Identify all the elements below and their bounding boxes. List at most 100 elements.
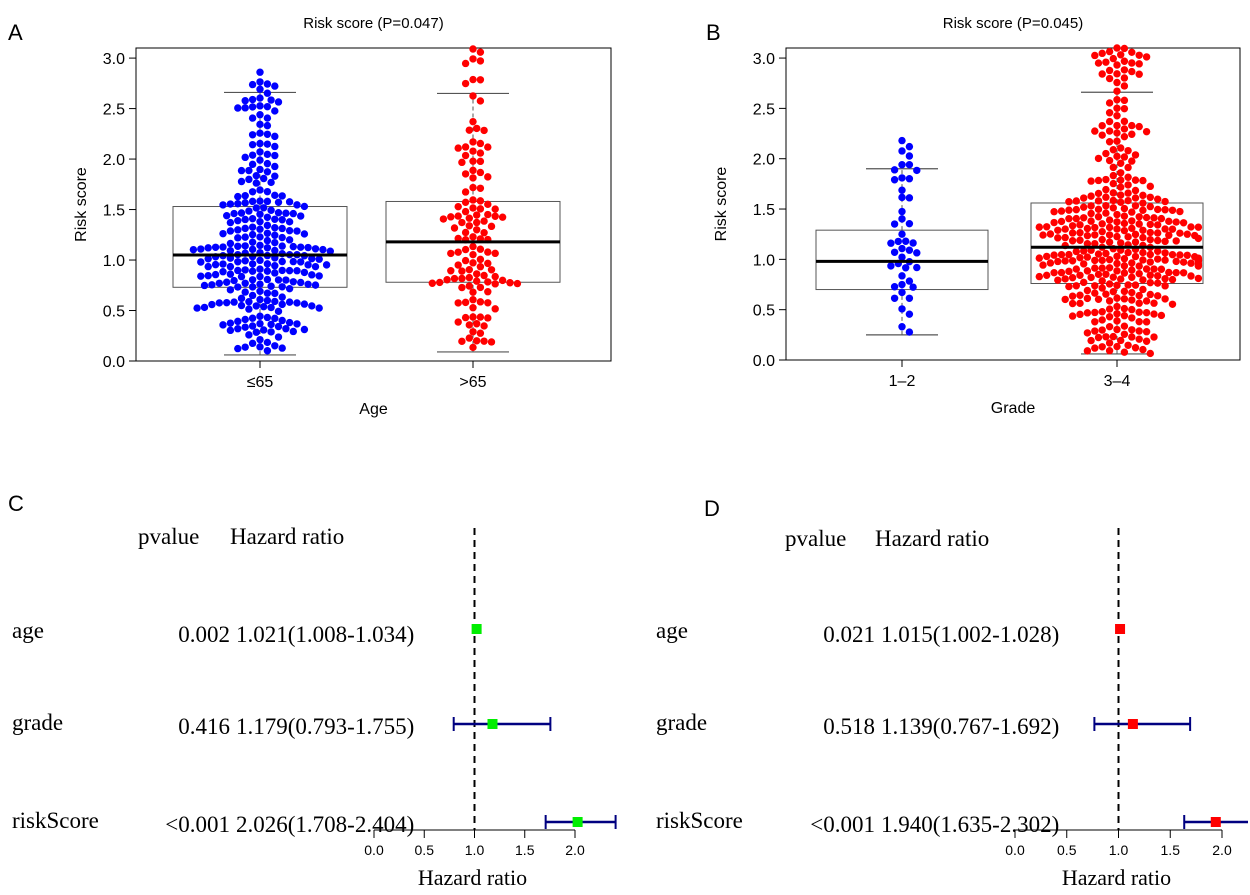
data-point — [1098, 220, 1106, 228]
data-point — [285, 198, 294, 206]
data-point — [1050, 218, 1058, 227]
data-point — [1072, 214, 1081, 223]
data-point — [513, 279, 522, 288]
data-point — [1131, 281, 1140, 289]
data-point — [1128, 266, 1136, 274]
data-point — [1194, 274, 1203, 283]
data-point — [263, 260, 272, 268]
data-point — [898, 244, 906, 253]
data-point — [200, 281, 209, 290]
data-point — [1124, 181, 1132, 189]
data-point — [1128, 67, 1136, 76]
data-point — [282, 325, 290, 333]
data-point — [905, 310, 914, 318]
data-point — [1113, 104, 1121, 112]
data-point — [230, 209, 238, 218]
data-point — [293, 201, 301, 209]
data-point — [278, 344, 286, 352]
data-point — [1120, 287, 1129, 296]
data-point — [1109, 146, 1118, 154]
data-point — [1105, 255, 1114, 264]
data-point — [1128, 208, 1136, 216]
data-point — [263, 80, 272, 88]
y-tick-label: 2.5 — [103, 102, 125, 119]
x-tick-label: 0.0 — [364, 842, 384, 858]
data-point — [1124, 173, 1132, 181]
y-tick-label: 1.0 — [753, 252, 775, 269]
data-point — [1117, 159, 1125, 168]
data-point — [902, 264, 910, 272]
data-point — [1179, 258, 1188, 266]
data-point — [450, 224, 459, 232]
data-point — [230, 298, 238, 306]
data-point — [237, 166, 246, 175]
data-point — [1094, 250, 1103, 258]
data-point — [252, 302, 260, 310]
data-point — [1072, 282, 1081, 290]
data-point — [1050, 251, 1058, 259]
box-plot-age: Risk score (P=0.047) 0.0 0.5 1.0 1.5 2.0 2.5 3.… — [73, 15, 612, 418]
row-label: age — [12, 618, 44, 643]
data-point — [1139, 191, 1147, 200]
data-point — [1113, 210, 1121, 219]
data-point — [905, 142, 914, 151]
data-point — [890, 294, 899, 302]
data-point — [267, 328, 275, 336]
data-point — [469, 313, 477, 321]
data-point — [256, 272, 264, 281]
data-point — [1128, 314, 1136, 322]
data-point — [223, 211, 231, 220]
data-point — [197, 245, 205, 253]
data-point — [1117, 336, 1125, 345]
data-point — [1124, 233, 1132, 241]
data-point — [1124, 163, 1132, 172]
data-point — [1120, 104, 1129, 113]
data-point — [274, 307, 283, 316]
data-point — [1080, 194, 1088, 202]
data-point — [1176, 251, 1184, 259]
data-point — [263, 130, 272, 139]
data-point — [898, 174, 906, 182]
data-point — [204, 262, 212, 271]
data-point — [1083, 231, 1092, 240]
data-point — [263, 213, 272, 221]
data-point — [898, 136, 906, 145]
data-point — [219, 243, 227, 251]
data-point — [1146, 349, 1155, 358]
data-point — [234, 324, 242, 333]
data-point — [1083, 224, 1092, 233]
data-point — [905, 277, 914, 285]
data-point — [506, 279, 514, 287]
data-point — [476, 298, 485, 306]
data-point — [1113, 96, 1121, 104]
data-point — [248, 95, 257, 104]
data-point — [1102, 202, 1110, 210]
data-point — [428, 279, 436, 287]
row-hazard-ratio: 1.139(0.767-1.692) — [881, 714, 1059, 739]
data-point — [271, 151, 279, 160]
data-point — [285, 236, 294, 244]
header-hazard-ratio: Hazard ratio — [230, 524, 344, 549]
data-point — [1165, 268, 1173, 277]
data-point — [1105, 223, 1114, 232]
data-point — [909, 283, 917, 291]
data-point — [271, 297, 279, 306]
data-point — [450, 274, 459, 283]
data-point — [1135, 299, 1143, 307]
data-point — [1094, 189, 1103, 198]
data-point — [458, 274, 466, 283]
data-point — [285, 284, 294, 293]
data-point — [278, 224, 286, 233]
data-point — [1131, 194, 1140, 202]
y-tick-label: 0.5 — [753, 303, 775, 320]
data-point — [1113, 342, 1121, 351]
data-point — [1113, 78, 1121, 87]
data-point — [248, 291, 257, 300]
data-point — [905, 161, 914, 169]
data-point — [1065, 206, 1073, 214]
data-point — [274, 198, 283, 207]
data-point — [1076, 271, 1084, 279]
data-point — [1142, 53, 1151, 61]
x-tick-label: 1–2 — [889, 373, 916, 390]
data-point — [1109, 171, 1118, 180]
